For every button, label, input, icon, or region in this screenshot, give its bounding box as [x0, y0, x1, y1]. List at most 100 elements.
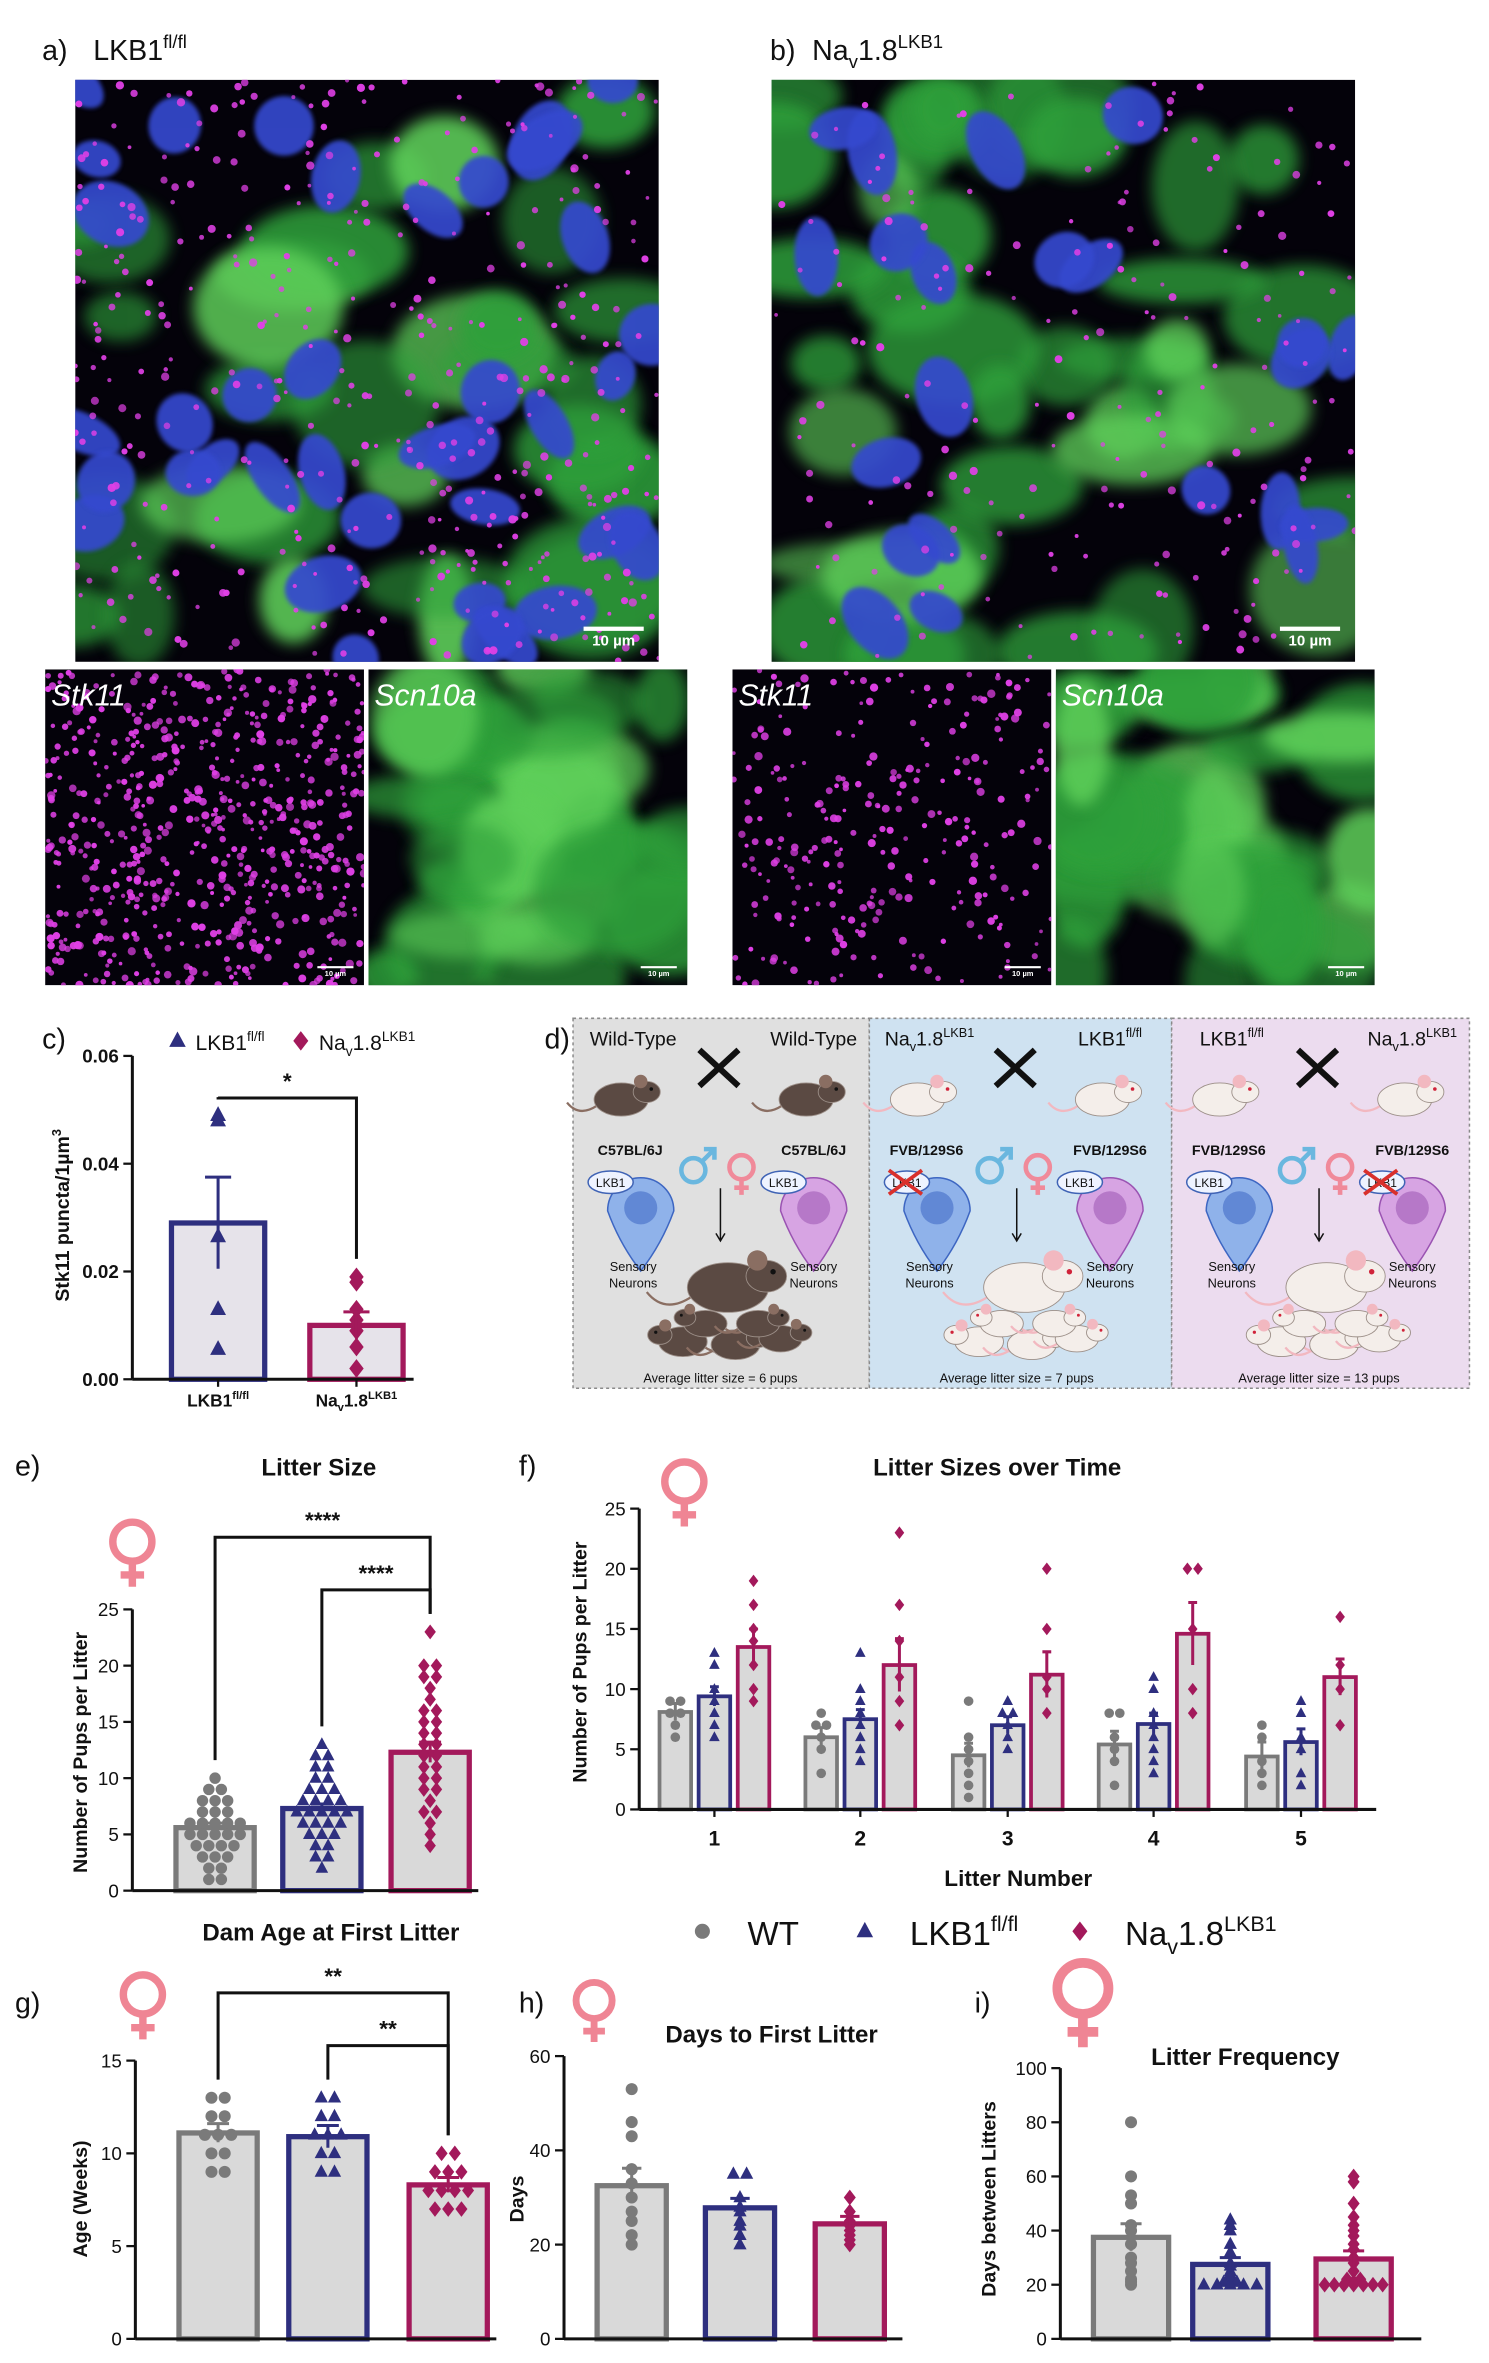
image-texture	[921, 305, 926, 310]
mouse-tail	[1047, 1101, 1080, 1112]
image-texture	[437, 572, 446, 581]
image-texture	[867, 179, 873, 185]
image-texture	[837, 861, 844, 869]
image-texture	[161, 828, 170, 837]
image-texture	[45, 845, 52, 854]
image-texture	[93, 321, 98, 327]
image-texture	[156, 780, 164, 788]
y-axis-label: Number of Pups per Litter	[570, 1541, 592, 1782]
image-texture	[270, 883, 279, 891]
image-texture	[130, 742, 137, 748]
data-point	[1295, 1767, 1307, 1778]
image-texture	[544, 551, 550, 557]
image-texture	[126, 443, 133, 450]
image-texture	[311, 741, 320, 750]
y-tick-label: 0.00	[82, 1369, 119, 1390]
image-texture	[602, 218, 609, 226]
image-texture	[45, 672, 51, 679]
error-bar	[670, 1702, 680, 1721]
image-texture	[332, 634, 379, 662]
image-texture	[244, 864, 252, 873]
inset-label: Scn10a	[375, 679, 477, 712]
image-texture	[808, 882, 813, 887]
image-texture	[220, 860, 228, 867]
mouse-eye	[780, 1313, 784, 1317]
image-texture	[306, 799, 315, 807]
female-symbol	[1067, 2013, 1099, 2048]
image-texture	[223, 895, 231, 902]
image-texture	[90, 816, 97, 823]
image-texture	[1192, 574, 1199, 581]
image-texture	[172, 569, 180, 577]
data-point	[855, 1683, 866, 1693]
image-texture	[198, 923, 206, 931]
data-point	[215, 1862, 228, 1874]
image-texture	[570, 314, 576, 320]
image-texture	[75, 376, 80, 383]
image-texture	[1048, 916, 1052, 922]
bar	[1322, 1675, 1358, 1812]
image-texture	[283, 390, 288, 395]
image-texture	[1196, 83, 1204, 91]
significance-bracket	[216, 1096, 358, 1259]
image-texture	[300, 799, 307, 806]
image-texture	[1224, 546, 1230, 552]
y-tick-label: 0	[108, 1880, 118, 1901]
image-texture	[521, 124, 528, 132]
image-texture	[103, 792, 109, 798]
image-texture	[1347, 275, 1352, 280]
image-texture	[497, 543, 503, 549]
text-part: 1.8	[353, 1032, 382, 1055]
error-bar	[1335, 1657, 1345, 1696]
data-point	[1125, 2278, 1138, 2291]
data-point	[321, 1793, 335, 1806]
data-point	[228, 1839, 240, 1852]
image-texture	[156, 585, 162, 592]
image-texture	[308, 103, 314, 109]
y-tick-label: 0	[540, 2329, 550, 2350]
image-texture	[171, 743, 178, 750]
image-texture	[516, 387, 524, 395]
image-texture	[226, 233, 232, 239]
data-point	[843, 2189, 856, 2206]
mouse-icon	[862, 1074, 958, 1117]
image-texture	[307, 422, 315, 429]
image-texture	[406, 439, 411, 445]
image-texture	[539, 365, 548, 374]
image-texture	[974, 892, 983, 900]
error-bar	[343, 1310, 370, 1339]
image-texture	[783, 727, 792, 736]
image-texture	[522, 460, 532, 469]
image-texture	[361, 769, 364, 775]
y-tick-label: 5	[108, 1824, 118, 1845]
significance-label: **	[379, 2017, 397, 2042]
image-texture	[325, 789, 333, 797]
image-texture	[244, 882, 248, 887]
image-texture	[495, 79, 501, 84]
image-texture	[920, 737, 925, 742]
image-texture	[152, 924, 158, 929]
image-texture	[1278, 231, 1287, 240]
data-point	[963, 1780, 974, 1791]
female-symbol	[1030, 1179, 1046, 1195]
image-texture	[300, 724, 305, 729]
image-texture	[48, 772, 53, 778]
data-point	[675, 1708, 686, 1718]
significance-label: ****	[358, 1561, 393, 1586]
image-texture	[142, 501, 148, 507]
image-texture	[924, 741, 930, 748]
image-texture	[806, 859, 811, 864]
image-texture	[829, 814, 838, 823]
image-texture	[278, 813, 287, 822]
image-texture	[871, 568, 878, 575]
image-texture	[397, 232, 403, 238]
image-texture	[75, 407, 121, 457]
image-texture	[47, 941, 55, 950]
data-point	[205, 2110, 218, 2123]
image-texture	[327, 915, 335, 923]
error-bar	[1149, 1711, 1159, 1735]
image-texture	[851, 337, 859, 345]
image-texture	[969, 466, 978, 476]
data-point	[234, 1817, 246, 1829]
image-texture	[1151, 81, 1157, 87]
